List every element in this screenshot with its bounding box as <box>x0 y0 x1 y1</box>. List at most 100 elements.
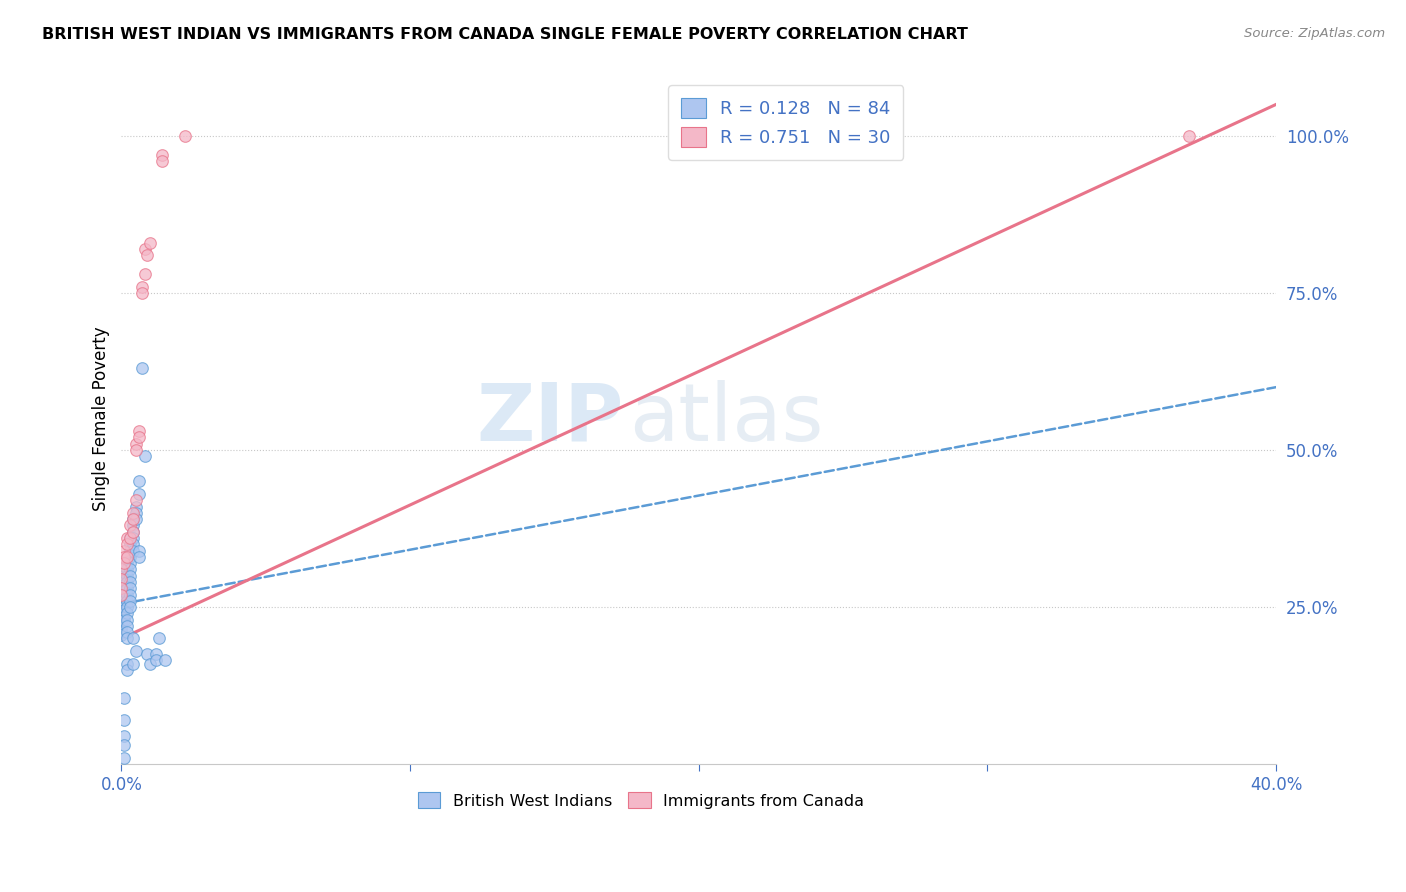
Point <box>134 242 156 256</box>
Y-axis label: Single Female Poverty: Single Female Poverty <box>93 326 110 511</box>
Point <box>134 267 156 281</box>
Point <box>115 537 138 551</box>
Point <box>110 572 132 586</box>
Point <box>128 549 150 564</box>
Point <box>128 487 150 501</box>
Point <box>120 568 142 582</box>
Point <box>115 632 138 646</box>
Point <box>115 619 138 633</box>
Point <box>115 562 138 576</box>
Point <box>120 574 142 589</box>
Point <box>131 279 153 293</box>
Point <box>112 713 135 727</box>
Point <box>125 436 148 450</box>
Point <box>112 578 135 592</box>
Point <box>112 751 135 765</box>
Point <box>120 562 142 576</box>
Point <box>112 587 135 601</box>
Point <box>112 691 135 706</box>
Point <box>115 549 138 564</box>
Point <box>125 506 148 520</box>
Point <box>150 153 173 168</box>
Point <box>120 549 142 564</box>
Point <box>131 361 153 376</box>
Point <box>115 568 138 582</box>
Point <box>148 632 170 646</box>
Text: ZIP: ZIP <box>477 380 624 458</box>
Point <box>122 506 145 520</box>
Point <box>153 653 176 667</box>
Point <box>115 657 138 671</box>
Text: Source: ZipAtlas.com: Source: ZipAtlas.com <box>1244 27 1385 40</box>
Point <box>120 594 142 608</box>
Point <box>112 603 135 617</box>
Point <box>112 613 135 627</box>
Point <box>125 500 148 514</box>
Point <box>110 581 132 595</box>
Point <box>110 603 132 617</box>
Point <box>125 644 148 658</box>
Text: BRITISH WEST INDIAN VS IMMIGRANTS FROM CANADA SINGLE FEMALE POVERTY CORRELATION : BRITISH WEST INDIAN VS IMMIGRANTS FROM C… <box>42 27 969 42</box>
Point <box>122 512 145 526</box>
Point <box>112 568 135 582</box>
Point <box>122 531 145 545</box>
Point <box>110 609 132 624</box>
Point <box>122 518 145 533</box>
Point <box>115 581 138 595</box>
Point <box>115 663 138 677</box>
Point <box>120 600 142 615</box>
Point <box>112 729 135 743</box>
Point <box>128 543 150 558</box>
Point <box>115 549 138 564</box>
Point <box>110 597 132 611</box>
Point <box>110 594 132 608</box>
Point <box>115 600 138 615</box>
Point <box>120 556 142 570</box>
Point <box>115 531 138 545</box>
Point <box>131 285 153 300</box>
Point <box>122 537 145 551</box>
Point <box>112 600 135 615</box>
Point <box>110 613 132 627</box>
Point <box>112 591 135 605</box>
Point <box>122 657 145 671</box>
Point <box>145 647 167 661</box>
Point <box>110 625 132 640</box>
Point <box>112 584 135 599</box>
Point <box>122 543 145 558</box>
Point <box>174 128 197 143</box>
Point <box>120 537 142 551</box>
Point <box>112 572 135 586</box>
Point <box>139 235 162 250</box>
Point <box>110 622 132 636</box>
Point <box>112 543 135 558</box>
Point <box>120 581 142 595</box>
Point <box>136 248 159 262</box>
Point <box>110 581 132 595</box>
Point <box>110 562 132 576</box>
Legend: British West Indians, Immigrants from Canada: British West Indians, Immigrants from Ca… <box>412 786 870 815</box>
Text: atlas: atlas <box>630 380 824 458</box>
Point <box>115 613 138 627</box>
Point <box>115 587 138 601</box>
Point <box>110 607 132 621</box>
Point <box>115 556 138 570</box>
Point <box>134 450 156 464</box>
Point <box>122 632 145 646</box>
Point <box>110 615 132 630</box>
Point <box>125 493 148 508</box>
Point <box>115 625 138 640</box>
Point <box>110 628 132 642</box>
Point <box>120 518 142 533</box>
Point <box>112 574 135 589</box>
Point <box>115 574 138 589</box>
Point <box>139 657 162 671</box>
Point <box>112 597 135 611</box>
Point <box>128 430 150 444</box>
Point <box>112 594 135 608</box>
Point <box>128 424 150 438</box>
Point <box>125 442 148 457</box>
Point <box>136 647 159 661</box>
Point <box>112 556 135 570</box>
Point <box>122 524 145 539</box>
